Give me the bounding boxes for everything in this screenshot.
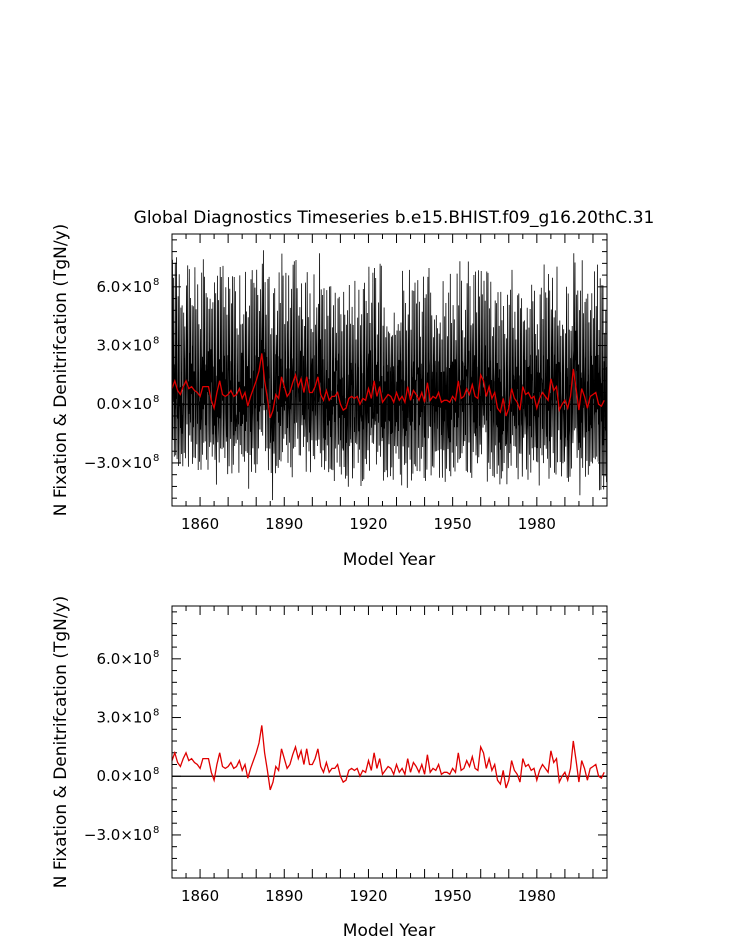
bottom-y-tick-exponent: 8 bbox=[153, 766, 159, 777]
bottom-y-tick-label: 0.0×10 bbox=[96, 767, 152, 785]
bottom-y-axis-label: N Fixation & Denitrifcation (TgN/y) bbox=[51, 596, 71, 889]
top-y-tick-label: −3.0×10 bbox=[84, 454, 152, 472]
top-x-tick-label: 1890 bbox=[265, 515, 303, 533]
bottom-y-tick-exponent: 8 bbox=[153, 649, 159, 660]
annual-mean-series-line bbox=[171, 725, 605, 791]
top-x-tick-label: 1860 bbox=[181, 515, 219, 533]
bottom-x-tick-label: 1920 bbox=[349, 887, 387, 905]
bottom-plot-frame bbox=[171, 605, 608, 879]
chart-title: Global Diagnostics Timeseries b.e15.BHIS… bbox=[134, 208, 655, 228]
top-y-axis-label: N Fixation & Denitrifcation (TgN/y) bbox=[51, 224, 71, 517]
bottom-x-tick-label: 1860 bbox=[181, 887, 219, 905]
annual-mean-series-line bbox=[171, 353, 605, 419]
bottom-x-axis-label: Model Year bbox=[343, 921, 435, 941]
bottom-x-tick-label: 1950 bbox=[434, 887, 472, 905]
top-x-tick-label: 1950 bbox=[434, 515, 472, 533]
top-y-tick-exponent: 8 bbox=[153, 394, 159, 405]
top-y-tick-exponent: 8 bbox=[153, 336, 159, 347]
bottom-y-tick-label: 6.0×10 bbox=[96, 650, 152, 668]
top-y-tick-label: 3.0×10 bbox=[96, 337, 152, 355]
top-y-tick-label: 6.0×10 bbox=[96, 278, 152, 296]
bottom-y-tick-exponent: 8 bbox=[153, 825, 159, 836]
bottom-x-tick-label: 1890 bbox=[265, 887, 303, 905]
top-x-axis-label: Model Year bbox=[343, 550, 435, 570]
top-y-tick-exponent: 8 bbox=[153, 453, 159, 464]
bottom-y-tick-exponent: 8 bbox=[153, 708, 159, 719]
top-y-tick-exponent: 8 bbox=[153, 277, 159, 288]
bottom-y-tick-label: 3.0×10 bbox=[96, 709, 152, 727]
bottom-x-tick-label: 1980 bbox=[518, 887, 556, 905]
top-x-tick-label: 1920 bbox=[349, 515, 387, 533]
top-x-tick-label: 1980 bbox=[518, 515, 556, 533]
top-plot-frame bbox=[171, 233, 608, 507]
top-y-tick-label: 0.0×10 bbox=[96, 395, 152, 413]
monthly-series-line bbox=[171, 250, 608, 501]
bottom-y-tick-label: −3.0×10 bbox=[84, 826, 152, 844]
